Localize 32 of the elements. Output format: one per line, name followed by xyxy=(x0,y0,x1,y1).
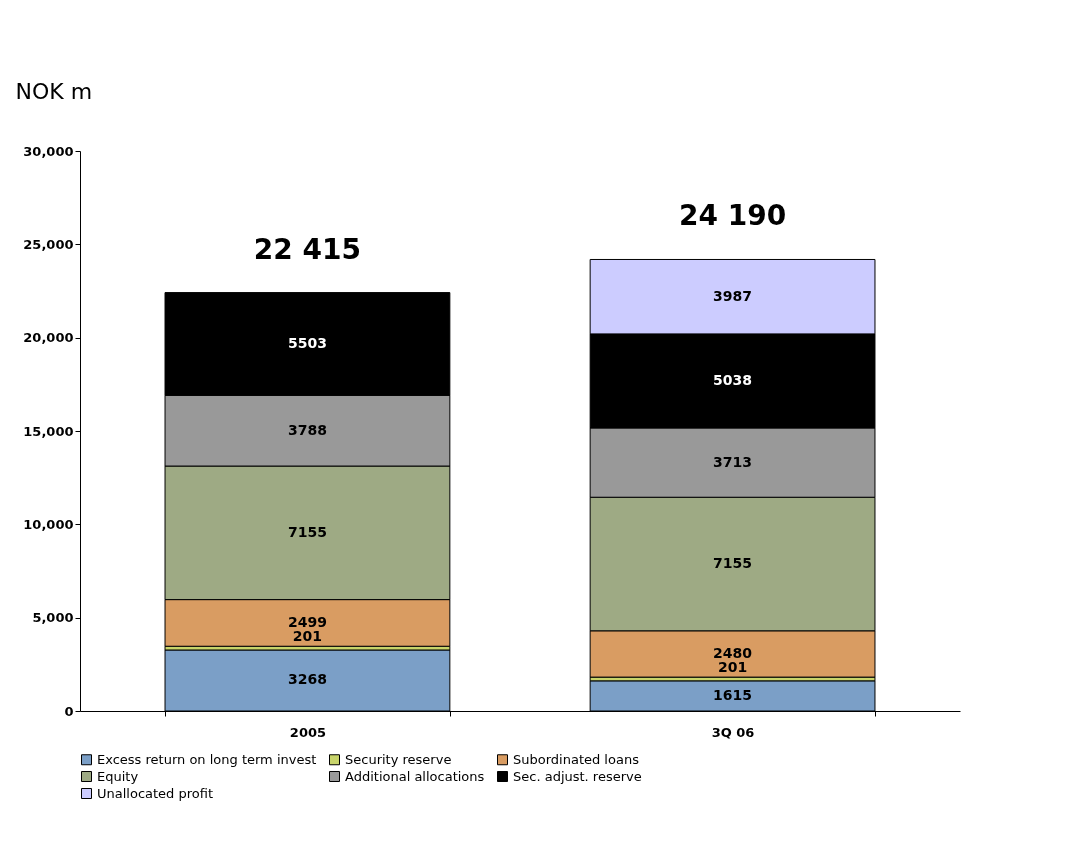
data-label: 3268 xyxy=(287,671,327,688)
data-label: 201 xyxy=(717,659,748,676)
legend-label: Subordinated loans xyxy=(513,751,640,767)
data-label: 3788 xyxy=(287,421,327,438)
legend-label: Equity xyxy=(97,768,139,784)
legend-label: Excess return on long term invest xyxy=(97,751,317,767)
y-tick-label: 25,000 xyxy=(23,236,74,252)
legend-label: Unallocated profit xyxy=(97,785,214,801)
data-label: 2480 xyxy=(713,644,753,661)
data-label: 7155 xyxy=(287,523,327,540)
y-tick-label: 30,000 xyxy=(23,143,74,159)
y-tick-label: 5,000 xyxy=(32,610,74,626)
legend-label: Additional allocations xyxy=(345,768,485,784)
y-tick-label: 15,000 xyxy=(23,423,74,439)
y-tick-label: 20,000 xyxy=(23,330,74,346)
data-label: 5038 xyxy=(713,371,753,388)
x-tick-label: 3Q 06 xyxy=(711,724,755,740)
legend-label: Security reserve xyxy=(345,751,452,767)
data-label: 201 xyxy=(292,628,323,645)
y-tick-label: 10,000 xyxy=(23,516,74,532)
data-label: 3713 xyxy=(713,453,753,470)
data-label: 7155 xyxy=(713,555,753,572)
y-tick-label: 0 xyxy=(64,703,74,719)
data-label: 5503 xyxy=(287,334,327,351)
data-label: 1615 xyxy=(713,686,753,703)
total-label: 22 415 xyxy=(253,232,362,266)
x-tick-label: 2005 xyxy=(289,724,327,740)
total-label: 24 190 xyxy=(678,199,787,233)
data-label: 2499 xyxy=(287,613,327,630)
legend-label: Sec. adjust. reserve xyxy=(513,768,642,784)
y-axis-title: NOK m xyxy=(15,78,93,104)
data-label: 3987 xyxy=(713,287,753,304)
